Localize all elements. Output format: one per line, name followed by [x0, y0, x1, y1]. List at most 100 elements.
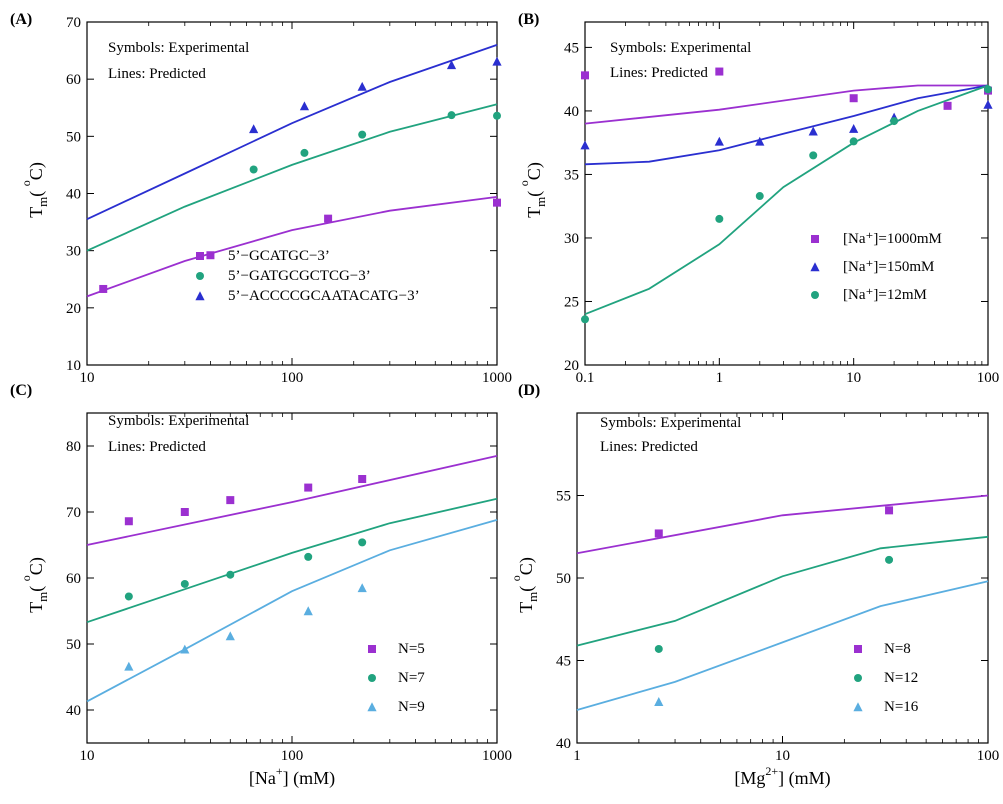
data-point-triangle — [714, 136, 724, 146]
annotation-text: Symbols: Experimental — [600, 415, 741, 431]
data-point-square — [581, 71, 589, 80]
plot-frame — [576, 412, 989, 744]
legend-label: 5’−GATGCGCTCG−3’ — [228, 268, 371, 284]
legend-marker — [367, 702, 377, 712]
y-axis-label: Tm( oC) — [509, 557, 540, 613]
legend-label: N=16 — [884, 699, 919, 715]
panel-d: 1 10 100 40 45 50 55 Symbols: Experimental Lines… — [509, 382, 999, 789]
y-tick-label: 50 — [66, 637, 81, 653]
legend-marker — [854, 674, 862, 682]
x-tick-label: 1 — [716, 370, 724, 386]
predicted-line — [584, 84, 989, 166]
y-axis-label: Tm( oC) — [19, 162, 50, 218]
data-point-circle — [849, 137, 858, 146]
x-tick-label: 1000 — [482, 370, 512, 386]
legend-label: N=12 — [884, 670, 918, 686]
panel-label: (B) — [518, 11, 539, 28]
legend-marker — [196, 252, 204, 260]
data-point-circle — [715, 214, 724, 223]
data-point-circle — [358, 538, 367, 547]
data-point-square — [206, 251, 215, 260]
legend-marker — [810, 262, 820, 272]
y-tick-label: 50 — [66, 129, 81, 145]
plot-frame — [86, 412, 498, 744]
predicted-line — [576, 494, 989, 555]
y-axis-label: Tm( oC) — [517, 162, 548, 218]
legend-marker — [195, 291, 205, 301]
legend-marker — [368, 645, 376, 653]
y-tick-label: 45 — [556, 654, 571, 670]
predicted-line — [576, 535, 989, 647]
data-point-triangle — [299, 101, 310, 111]
legend-marker — [853, 702, 863, 712]
legend-label: N=8 — [884, 641, 911, 657]
data-point-circle — [447, 111, 456, 120]
data-point-circle — [984, 85, 992, 94]
data-point-circle — [124, 592, 133, 601]
y-tick-label: 80 — [66, 439, 81, 455]
data-point-triangle — [357, 583, 367, 593]
predicted-line — [576, 580, 989, 711]
legend-label: N=5 — [398, 641, 425, 657]
legend-label: [Na⁺]=1000mM — [843, 231, 942, 247]
data-point-square — [124, 517, 133, 526]
x-tick-label: 1000 — [482, 748, 512, 764]
data-point-circle — [226, 570, 235, 579]
data-point-triangle — [580, 140, 590, 150]
data-point-square — [943, 101, 952, 110]
legend-marker — [854, 645, 862, 653]
x-tick-label: 10 — [80, 748, 95, 764]
x-tick-label: 0.1 — [576, 370, 595, 386]
panel-label: (A) — [10, 11, 32, 28]
legend-marker — [196, 272, 204, 280]
data-point-circle — [755, 192, 764, 201]
data-point-triangle — [303, 606, 313, 616]
data-point-triangle — [492, 56, 502, 66]
x-tick-label: 10 — [846, 370, 861, 386]
y-tick-label: 35 — [564, 167, 579, 183]
y-tick-label: 40 — [66, 703, 81, 719]
data-point-square — [99, 284, 108, 293]
y-tick-label: 20 — [66, 301, 81, 317]
data-point-triangle — [446, 60, 457, 70]
legend-marker — [368, 674, 376, 682]
annotation-text: Lines: Predicted — [108, 66, 206, 82]
y-tick-label: 55 — [556, 489, 571, 505]
data-point-square — [180, 508, 189, 516]
y-tick-label: 70 — [66, 505, 81, 521]
predicted-line — [86, 196, 498, 298]
predicted-line — [86, 519, 498, 703]
y-tick-label: 45 — [564, 40, 579, 56]
data-point-triangle — [654, 697, 664, 706]
data-point-circle — [180, 579, 189, 588]
annotation-text: Lines: Predicted — [610, 65, 708, 81]
data-point-circle — [493, 111, 501, 120]
predicted-line — [584, 84, 989, 316]
predicted-line — [86, 455, 498, 546]
annotation-text: Symbols: Experimental — [108, 413, 249, 429]
panel-label: (D) — [518, 382, 540, 399]
data-point-square — [324, 214, 333, 223]
annotation-text: Lines: Predicted — [600, 439, 698, 455]
x-tick-label: 100 — [281, 748, 304, 764]
data-point-square — [226, 496, 235, 505]
legend-marker — [811, 291, 819, 299]
x-axis-label: [Mg2+] (mM) — [734, 764, 830, 789]
y-axis-label: Tm( oC) — [19, 557, 50, 613]
data-point-circle — [581, 315, 589, 324]
data-point-circle — [300, 148, 309, 157]
y-tick-label: 40 — [66, 187, 81, 203]
data-point-circle — [358, 130, 367, 139]
data-point-triangle — [357, 81, 367, 91]
x-tick-label: 100 — [281, 370, 304, 386]
y-tick-label: 30 — [564, 231, 579, 247]
y-tick-label: 10 — [66, 358, 81, 374]
data-point-square — [304, 483, 313, 492]
data-point-triangle — [755, 136, 765, 146]
data-point-circle — [809, 151, 818, 160]
data-point-triangle — [983, 99, 993, 109]
data-point-triangle — [225, 631, 235, 641]
predicted-line — [86, 497, 498, 624]
